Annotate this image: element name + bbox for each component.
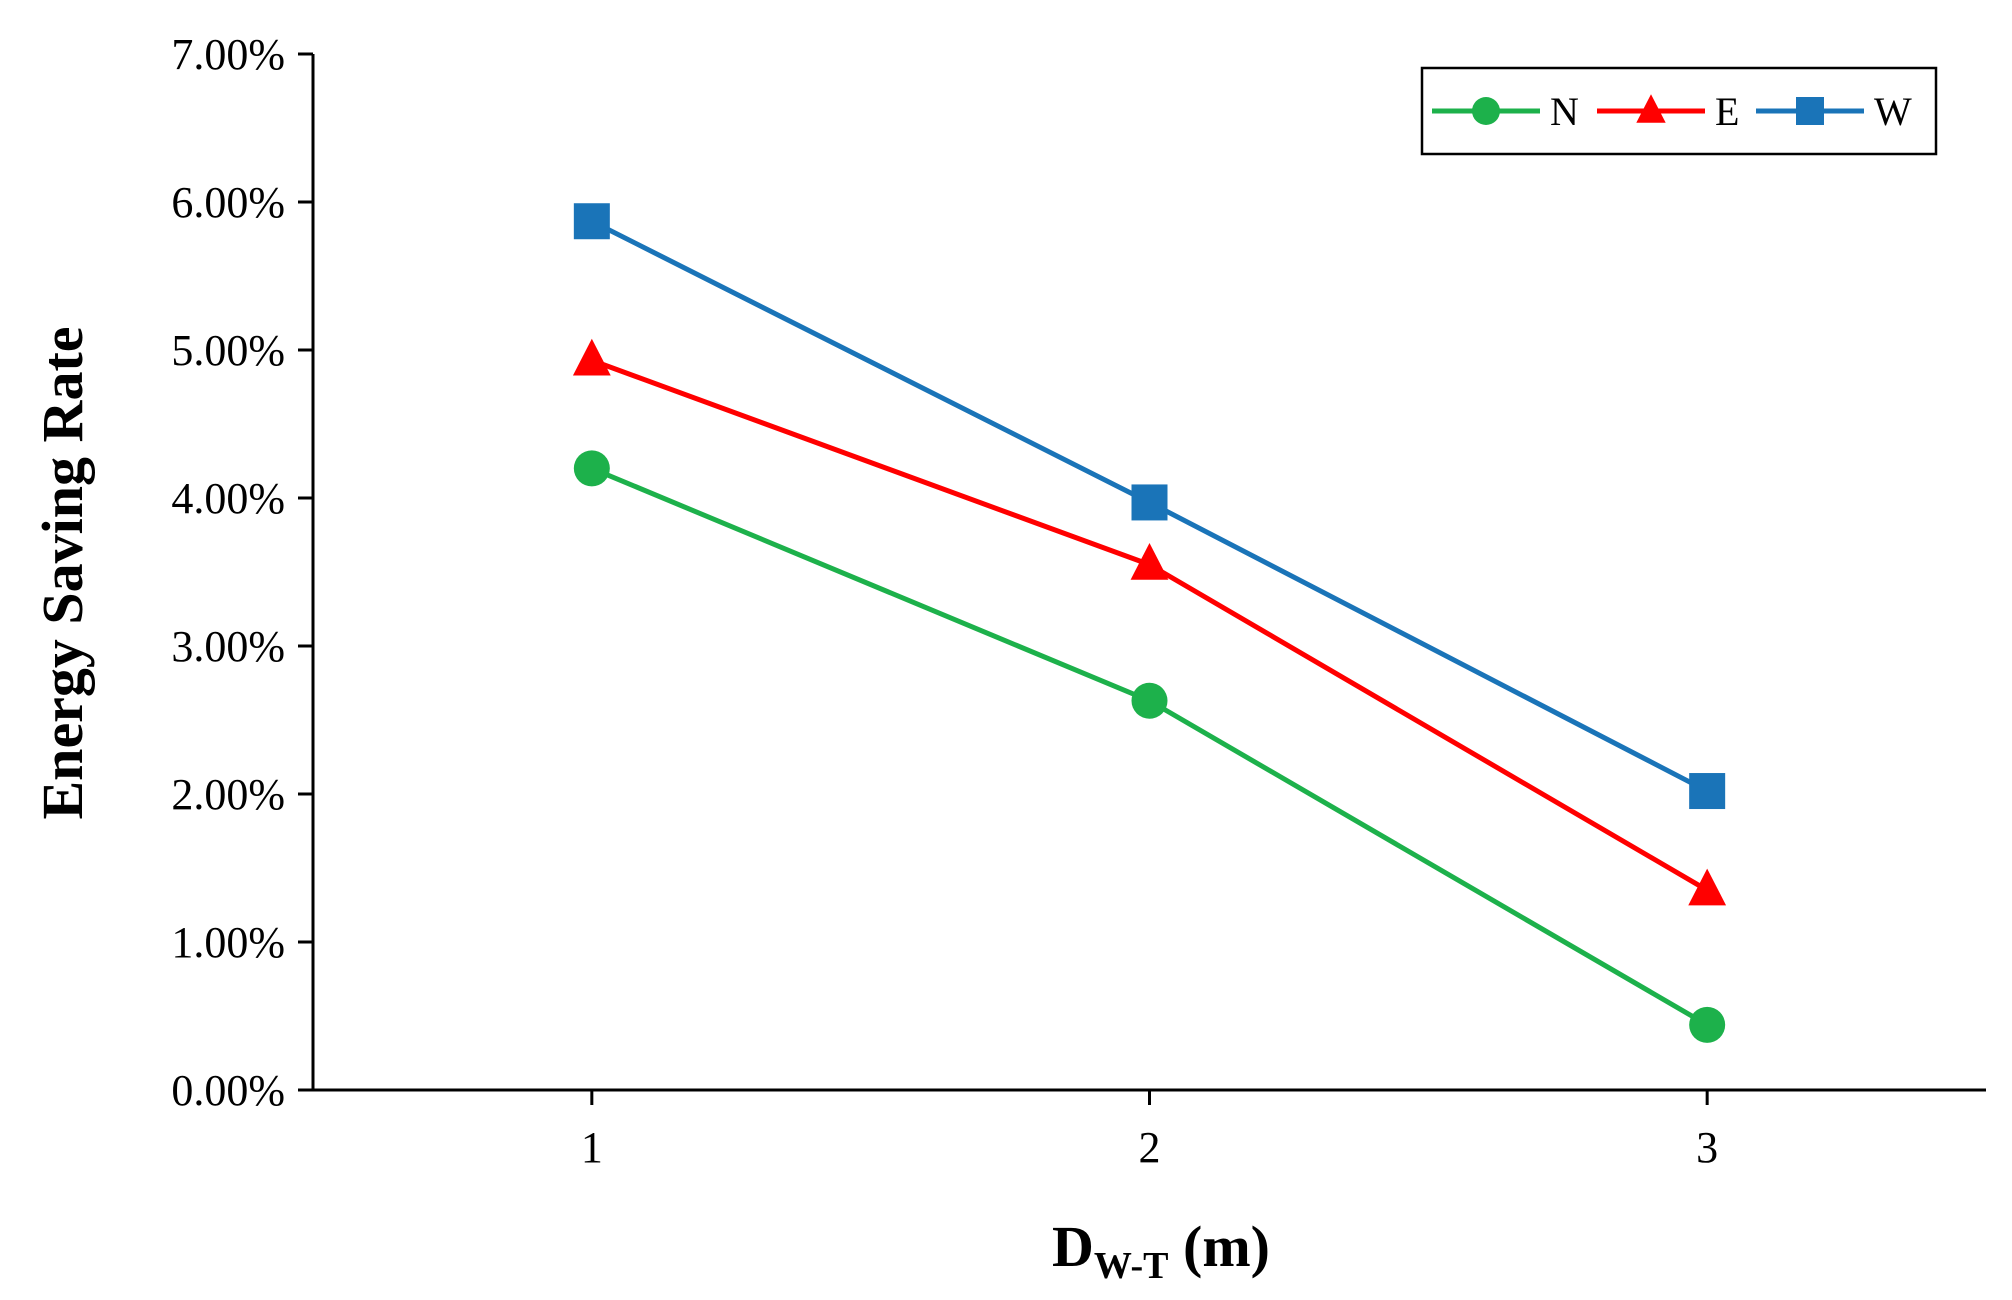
data-point-n (573, 450, 610, 487)
data-point-n (1131, 682, 1168, 719)
legend-marker-w (1796, 97, 1824, 125)
series-w (573, 203, 1726, 810)
data-point-w (1131, 484, 1168, 521)
legend-label-e: E (1715, 89, 1739, 134)
legend-item-n: N (1432, 89, 1579, 134)
data-point-e (1130, 543, 1169, 580)
y-tick-label: 1.00% (171, 918, 285, 967)
data-point-w (573, 203, 610, 240)
legend-label-n: N (1550, 89, 1579, 134)
y-tick-label: 6.00% (171, 178, 285, 227)
series-n (573, 450, 1726, 1043)
y-tick-label: 5.00% (171, 326, 285, 375)
axis-titles: Energy Saving Rate DW-T (m) (30, 327, 1270, 1288)
y-tick-label: 2.00% (171, 770, 285, 819)
y-tick-label: 7.00% (171, 30, 285, 79)
data-point-e (1688, 868, 1727, 906)
legend-label-w: W (1874, 89, 1912, 134)
series-e (572, 338, 1727, 906)
x-tick-label: 1 (581, 1123, 603, 1172)
data-point-e (572, 338, 611, 376)
y-tick-label: 0.00% (171, 1066, 285, 1115)
x-axis-title-suffix: (m) (1169, 1214, 1270, 1279)
x-tick-label: 2 (1139, 1123, 1161, 1172)
data-point-w (1689, 773, 1726, 810)
series-group (572, 203, 1727, 1043)
data-point-n (1689, 1006, 1726, 1043)
legend-item-e: E (1597, 89, 1739, 134)
y-tick-label: 4.00% (171, 474, 285, 523)
legend-marker-e (1636, 94, 1666, 123)
axes: 0.00% 1.00% 2.00% 3.00% 4.00% 5.00% 6.00% 7.00%… (171, 30, 1986, 1172)
x-axis-title-main: D (1052, 1214, 1094, 1279)
legend-item-w: W (1756, 89, 1912, 134)
x-axis-title: DW-T (m) (1052, 1214, 1270, 1287)
legend-marker-n (1472, 97, 1500, 125)
series-line-e (590, 358, 1709, 893)
y-axis-title: Energy Saving Rate (30, 327, 95, 820)
y-tick-label: 3.00% (171, 622, 285, 671)
x-axis-title-subscript: W-T (1094, 1245, 1169, 1287)
x-tick-label: 3 (1696, 1123, 1718, 1172)
